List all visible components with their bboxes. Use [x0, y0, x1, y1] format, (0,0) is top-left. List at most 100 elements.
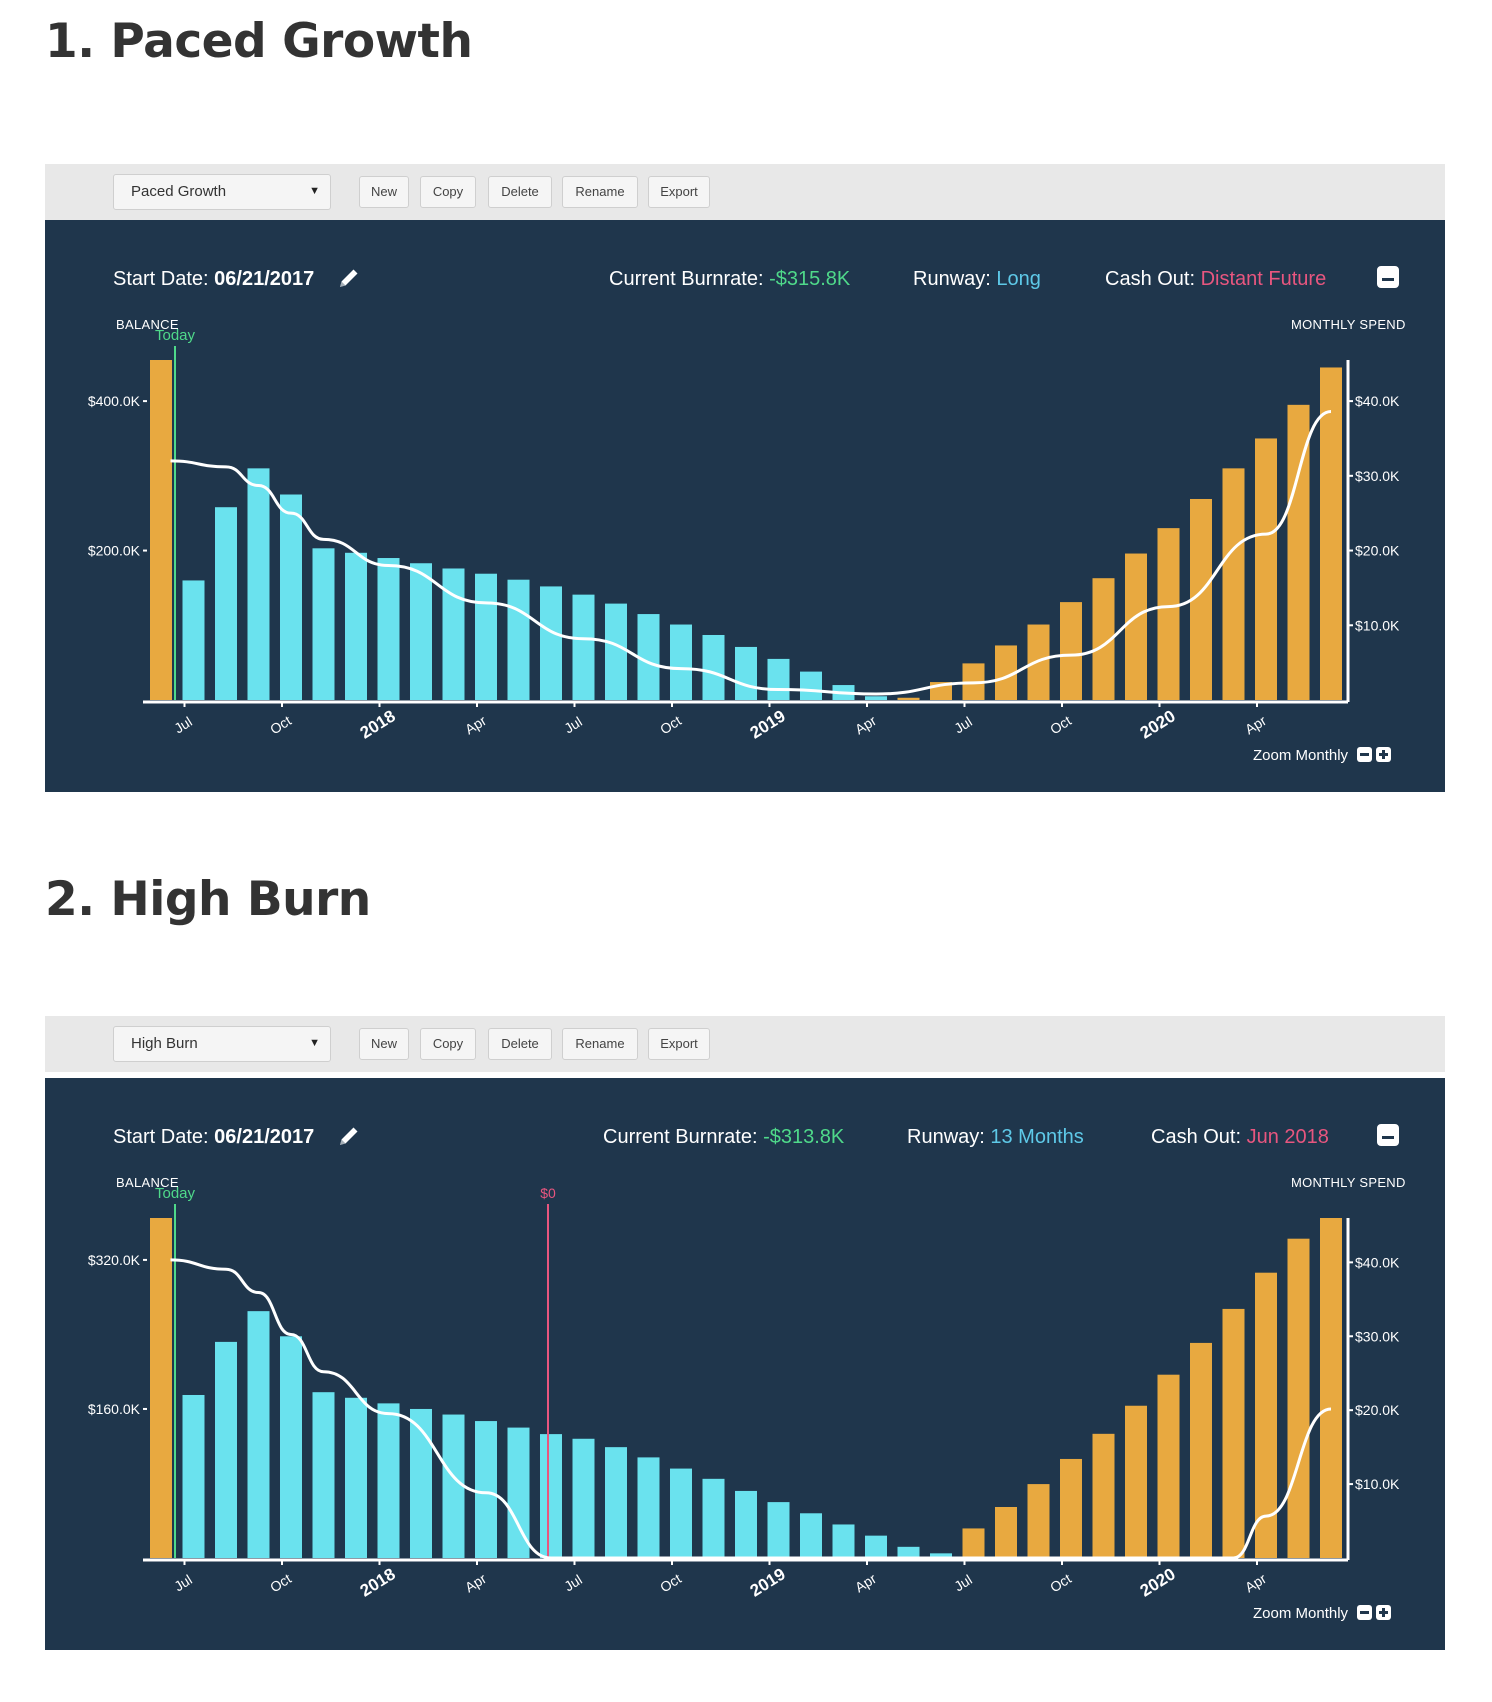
monthly-spend-bar [995, 645, 1017, 700]
right-axis-tick-label: $20.0K [1355, 1402, 1400, 1418]
runway: Runway: 13 Months [907, 1126, 1084, 1149]
balance-bar [410, 1408, 432, 1558]
current-burnrate: Current Burnrate: -$315.8K [609, 268, 850, 291]
rename-button[interactable]: Rename [562, 176, 638, 208]
balance-bar [605, 1447, 627, 1558]
balance-bar [345, 1397, 367, 1558]
collapse-icon[interactable] [1377, 266, 1399, 288]
balance-bar [800, 671, 822, 700]
balance-bar [442, 1414, 465, 1558]
zoom-in-icon[interactable] [1376, 747, 1391, 762]
balance-bar [182, 580, 205, 700]
balance-axis-title: BALANCE [116, 1175, 179, 1190]
monthly-spend-bar [1320, 367, 1342, 700]
x-axis-month-label: Jul [561, 1571, 585, 1594]
zoom-in-icon[interactable] [1376, 1605, 1391, 1620]
balance-bar [215, 507, 237, 700]
cash-out: Cash Out: Distant Future [1105, 268, 1326, 291]
x-axis-month-label: Jul [951, 1571, 975, 1594]
right-axis-tick-label: $10.0K [1355, 1476, 1400, 1492]
start-date-value: 06/21/2017 [214, 1126, 315, 1148]
balance-bar [605, 603, 627, 700]
cashout-value: Jun 2018 [1246, 1126, 1329, 1148]
monthly-spend-bar [1060, 602, 1082, 700]
x-axis-year-label: 2018 [357, 706, 399, 742]
scenario-toolbar: High Burn ▼ New Copy Delete Rename Expor… [45, 1016, 1445, 1072]
balance-bar [247, 1311, 270, 1558]
balance-bar [735, 646, 757, 700]
scenario-select[interactable]: Paced Growth ▼ [113, 174, 331, 210]
right-axis-tick-label: $10.0K [1355, 617, 1400, 633]
start-date-label: Start Date: [113, 1126, 209, 1148]
collapse-icon[interactable] [1377, 1124, 1399, 1146]
start-date-value: 06/21/2017 [214, 268, 315, 290]
x-axis-month-label: Oct [267, 712, 294, 737]
rename-button[interactable]: Rename [562, 1028, 638, 1060]
balance-bar [637, 1457, 660, 1558]
copy-button[interactable]: Copy [420, 176, 476, 208]
balance-bar [312, 1392, 335, 1558]
balance-bar [377, 558, 400, 700]
balance-line [170, 410, 1332, 696]
balance-bar [377, 1403, 400, 1558]
monthly-spend-bar [1125, 553, 1147, 700]
monthly-spend-bar [1157, 1374, 1180, 1558]
today-label: Today [155, 327, 196, 344]
x-axis-month-label: Jul [951, 713, 975, 736]
monthly-spend-bar [995, 1507, 1017, 1558]
today-label: Today [155, 1185, 196, 1202]
monthly-spend-axis-title: MONTHLY SPEND [1291, 317, 1406, 332]
x-axis-year-label: 2020 [1137, 706, 1179, 742]
monthly-spend-bar [1222, 1308, 1245, 1558]
monthly-spend-bar [1320, 1218, 1342, 1558]
pencil-icon[interactable] [337, 1124, 361, 1148]
balance-bar [735, 1490, 757, 1558]
balance-bar [345, 552, 367, 700]
balance-bar [572, 594, 595, 700]
left-axis-tick-label: $200.0K [88, 543, 141, 559]
balance-bar [702, 634, 725, 700]
export-button[interactable]: Export [648, 1028, 710, 1060]
runway-value: Long [996, 268, 1041, 290]
burn-chart: Today $200.0K $400.0K $10.0K $20.0K $30.0K $40… [88, 327, 1400, 743]
x-axis-month-label: Apr [1242, 712, 1269, 737]
monthly-spend-bar [1092, 578, 1115, 700]
delete-button[interactable]: Delete [488, 1028, 552, 1060]
x-axis-month-label: Jul [171, 713, 195, 736]
caret-down-icon: ▼ [309, 1037, 320, 1049]
x-axis-month-label: Oct [1047, 1570, 1074, 1595]
caret-down-icon: ▼ [309, 185, 320, 197]
zoom-out-icon[interactable] [1357, 747, 1372, 762]
cashout-label: Cash Out: [1151, 1126, 1242, 1148]
balance-bar [540, 1434, 562, 1558]
x-axis-month-label: Apr [462, 1570, 489, 1595]
runway-label: Runway: [913, 268, 991, 290]
scenario-select[interactable]: High Burn ▼ [113, 1026, 331, 1062]
balance-bar [767, 658, 790, 700]
balance-bar [800, 1513, 822, 1558]
left-axis-tick-label: $400.0K [88, 393, 141, 409]
cash-out: Cash Out: Jun 2018 [1151, 1126, 1329, 1149]
monthly-spend-bar [1255, 438, 1277, 700]
burnrate-value: -$313.8K [763, 1126, 845, 1148]
x-axis-month-label: Oct [657, 1570, 684, 1595]
balance-bar [215, 1341, 237, 1558]
monthly-spend-bar [1125, 1405, 1147, 1558]
new-button[interactable]: New [359, 1028, 409, 1060]
section-heading: 1. Paced Growth [45, 14, 473, 69]
burn-chart-panel: Start Date: 06/21/2017 Current Burnrate:… [45, 1078, 1445, 1650]
balance-bar [410, 563, 432, 700]
monthly-spend-bar [1157, 528, 1180, 700]
export-button[interactable]: Export [648, 176, 710, 208]
new-button[interactable]: New [359, 176, 409, 208]
delete-button[interactable]: Delete [488, 176, 552, 208]
x-axis-month-label: Apr [852, 712, 879, 737]
balance-bar [475, 573, 497, 700]
zoom-out-icon[interactable] [1357, 1605, 1372, 1620]
pencil-icon[interactable] [337, 266, 361, 290]
right-axis-tick-label: $40.0K [1355, 1254, 1400, 1270]
left-axis-tick-label: $320.0K [88, 1252, 141, 1268]
right-axis-tick-label: $30.0K [1355, 1328, 1400, 1344]
x-axis-year-label: 2018 [357, 1564, 399, 1600]
copy-button[interactable]: Copy [420, 1028, 476, 1060]
